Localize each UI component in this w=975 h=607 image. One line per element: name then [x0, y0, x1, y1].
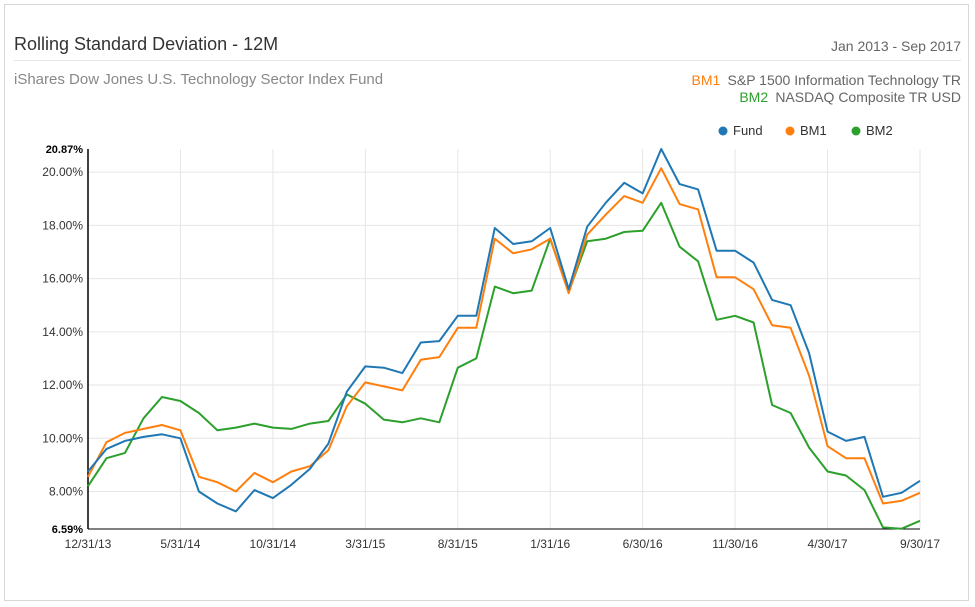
x-tick-label: 9/30/17 — [900, 537, 940, 551]
y-min-label: 6.59% — [52, 524, 83, 536]
series-line-bm2 — [87, 201, 921, 530]
chart-card — [4, 4, 969, 601]
legend-marker-fund — [718, 126, 728, 136]
x-tick-label: 4/30/17 — [808, 537, 848, 551]
y-tick-label: 10.00% — [42, 431, 83, 445]
y-max-label: 20.87% — [46, 144, 84, 156]
x-tick-label: 1/31/16 — [530, 537, 570, 551]
date-range: Jan 2013 - Sep 2017 — [831, 38, 961, 54]
benchmark-2-code: BM2 — [739, 89, 769, 105]
axes-layer: 12/31/13 5/31/14 10/31/14 3/31/15 8/31/15 1/3… — [42, 144, 940, 551]
y-tick-label: 16.00% — [42, 272, 83, 286]
chart-legend: Fund BM1 BM2 — [718, 123, 893, 138]
series-line-fund — [87, 148, 921, 513]
fund-name: iShares Dow Jones U.S. Technology Sector… — [14, 71, 384, 88]
legend-label-bm1: BM1 — [800, 123, 827, 138]
x-tick-label: 10/31/14 — [250, 537, 297, 551]
y-tick-label: 12.00% — [42, 378, 83, 392]
grid-layer — [88, 149, 921, 529]
y-tick-label: 14.00% — [42, 325, 83, 339]
legend-label-fund: Fund — [733, 123, 763, 138]
x-tick-label: 6/30/16 — [623, 537, 663, 551]
y-tick-label: 20.00% — [42, 165, 83, 179]
benchmark-1: BM1 S&P 1500 Information Technology TR — [692, 72, 961, 88]
x-tick-label: 5/31/14 — [160, 537, 200, 551]
benchmark-2: BM2 NASDAQ Composite TR USD — [739, 89, 961, 105]
header-divider — [14, 60, 961, 61]
legend-label-bm2: BM2 — [866, 123, 893, 138]
benchmark-1-code: BM1 — [691, 72, 721, 88]
y-tick-label: 8.00% — [49, 484, 83, 498]
x-tick-label: 12/31/13 — [65, 537, 112, 551]
legend-marker-bm2 — [851, 126, 861, 136]
x-tick-label: 8/31/15 — [438, 537, 478, 551]
benchmark-1-name: S&P 1500 Information Technology TR — [727, 72, 961, 88]
x-tick-label: 11/30/16 — [712, 537, 758, 551]
series-layer — [87, 148, 921, 530]
legend-marker-bm1 — [785, 126, 795, 136]
chart-title: Rolling Standard Deviation - 12M — [14, 34, 279, 54]
y-tick-label: 18.00% — [42, 218, 83, 232]
x-tick-label: 3/31/15 — [345, 537, 385, 551]
benchmark-2-name: NASDAQ Composite TR USD — [775, 89, 961, 105]
series-line-bm1 — [87, 167, 921, 505]
